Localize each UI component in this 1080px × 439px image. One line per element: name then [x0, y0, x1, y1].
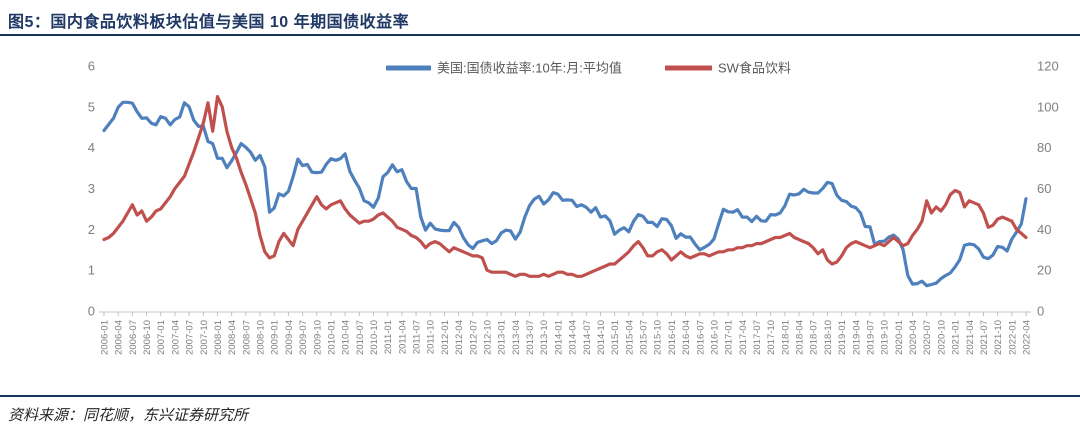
x-axis-label: 2021-07: [979, 320, 990, 355]
x-axis-label: 2014-10: [596, 320, 607, 355]
source-note: 资料来源：同花顺，东兴证券研究所: [8, 408, 249, 424]
x-axis-label: 2008-07: [241, 320, 252, 355]
x-axis-label: 2017-07: [752, 320, 763, 355]
x-axis-label: 2021-04: [965, 320, 976, 355]
y-axis-right-label: 100: [1037, 99, 1059, 114]
x-axis-label: 2017-10: [766, 320, 777, 355]
y-axis-right-label: 80: [1037, 140, 1051, 155]
x-axis-label: 2020-07: [922, 320, 933, 355]
x-axis-label: 2008-01: [213, 320, 224, 355]
x-axis-label: 2020-01: [894, 320, 905, 355]
y-axis-right-label: 60: [1037, 181, 1051, 196]
y-axis-right-label: 40: [1037, 222, 1051, 237]
x-axis-label: 2006-01: [100, 320, 111, 355]
x-axis-label: 2019-04: [851, 320, 862, 355]
x-axis-label: 2010-01: [326, 320, 337, 355]
x-axis-label: 2006-04: [114, 320, 125, 355]
y-axis-right-label: 0: [1037, 304, 1044, 319]
x-axis-label: 2017-01: [724, 320, 735, 355]
x-axis-label: 2013-01: [497, 320, 508, 355]
x-axis-label: 2011-10: [426, 320, 437, 354]
x-axis-label: 2021-01: [951, 320, 962, 355]
x-axis-label: 2016-04: [681, 320, 692, 355]
x-axis-label: 2009-10: [312, 320, 323, 355]
y-axis-left-label: 4: [88, 140, 95, 155]
x-axis-label: 2007-07: [185, 320, 196, 355]
y-axis-left-label: 6: [88, 59, 95, 74]
x-axis-label: 2019-10: [880, 320, 891, 355]
x-axis-label: 2015-10: [653, 320, 664, 355]
x-axis-label: 2013-04: [511, 320, 522, 355]
x-axis-label: 2018-01: [780, 320, 791, 355]
x-axis-label: 2008-10: [256, 320, 267, 355]
x-axis-label: 2018-07: [809, 320, 820, 355]
y-axis-left-label: 2: [88, 222, 95, 237]
legend-label: SW食品饮料: [718, 61, 791, 76]
x-axis-label: 2012-04: [454, 320, 465, 355]
x-axis-label: 2009-04: [284, 320, 295, 355]
x-axis-label: 2016-10: [709, 320, 720, 355]
x-axis-label: 2022-04: [1022, 320, 1033, 355]
x-axis-label: 2012-10: [482, 320, 493, 355]
x-axis-label: 2007-10: [199, 320, 210, 355]
x-axis-label: 2014-07: [582, 320, 593, 355]
x-axis-label: 2011-01: [383, 320, 394, 354]
x-axis-label: 2018-04: [795, 320, 806, 355]
x-axis-label: 2020-10: [936, 320, 947, 355]
x-axis-label: 2016-07: [695, 320, 706, 355]
legend-label: 美国:国债收益率:10年:月:平均值: [437, 61, 622, 76]
x-axis-label: 2013-10: [539, 320, 550, 355]
x-axis-label: 2008-04: [227, 320, 238, 355]
x-axis-label: 2009-07: [298, 320, 309, 355]
x-axis-label: 2009-01: [270, 320, 281, 355]
x-axis-label: 2019-07: [865, 320, 876, 355]
y-axis-left-label: 1: [88, 263, 95, 278]
y-axis-right-label: 20: [1037, 263, 1051, 278]
y-axis-left-label: 5: [88, 99, 95, 114]
x-axis-label: 2014-01: [553, 320, 564, 355]
x-axis-label: 2015-04: [624, 320, 635, 355]
x-axis-label: 2016-01: [667, 320, 678, 355]
x-axis-label: 2022-01: [1007, 320, 1018, 355]
x-axis-label: 2015-07: [639, 320, 650, 355]
figure-title: 图5：国内食品饮料板块估值与美国 10 年期国债收益率: [8, 14, 410, 31]
x-axis-label: 2006-07: [128, 320, 139, 355]
x-axis-label: 2007-04: [170, 320, 181, 355]
x-axis-label: 2013-07: [525, 320, 536, 355]
series-line-us-10y-yield: [102, 100, 1028, 288]
x-axis-label: 2010-10: [369, 320, 380, 355]
y-axis-left-label: 0: [88, 304, 95, 319]
x-axis-label: 2012-01: [440, 320, 451, 355]
x-axis-label: 2021-10: [993, 320, 1004, 355]
x-axis-label: 2011-04: [397, 320, 408, 354]
x-axis-label: 2006-10: [142, 320, 153, 355]
x-axis-label: 2018-10: [823, 320, 834, 355]
x-axis-label: 2012-07: [468, 320, 479, 355]
x-axis-label: 2014-04: [568, 320, 579, 355]
footer-rule: [0, 395, 1080, 397]
x-axis-label: 2010-04: [341, 320, 352, 355]
series-line-sw-food-beverage: [102, 94, 1028, 278]
x-axis-label: 2015-01: [610, 320, 621, 355]
y-axis-left-label: 3: [88, 181, 95, 196]
x-axis-label: 2011-07: [412, 320, 423, 354]
x-axis-label: 2017-04: [738, 320, 749, 355]
x-axis-label: 2010-07: [355, 320, 366, 355]
title-rule: [0, 34, 1080, 36]
x-axis-label: 2019-01: [837, 320, 848, 355]
y-axis-right-label: 120: [1037, 59, 1059, 74]
x-axis-label: 2007-01: [156, 320, 167, 355]
x-axis-label: 2020-04: [908, 320, 919, 355]
